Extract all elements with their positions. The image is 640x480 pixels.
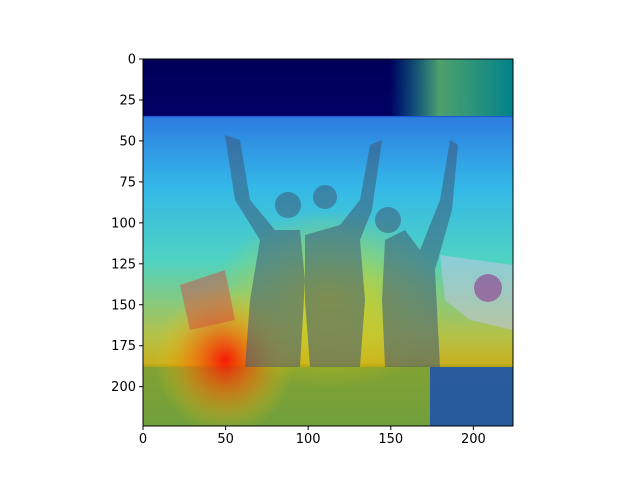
- x-tick-label: 100: [296, 432, 321, 447]
- y-tick-label: 0: [128, 53, 136, 68]
- y-tick-label: 150: [111, 298, 136, 313]
- y-tick-label: 125: [111, 257, 136, 272]
- x-tick-label: 200: [461, 432, 486, 447]
- x-tick-label: 50: [217, 432, 234, 447]
- y-tick-label: 100: [111, 216, 136, 231]
- heatmap-image: [143, 59, 513, 426]
- y-tick-label: 50: [119, 134, 136, 149]
- y-tick-label: 175: [111, 339, 136, 354]
- y-tick-label: 200: [111, 380, 136, 395]
- x-tick-label: 0: [139, 432, 147, 447]
- y-tick-label: 25: [119, 93, 136, 108]
- x-axis: 0 50 100 150 200: [139, 426, 486, 447]
- plot-frame: [142, 58, 514, 427]
- y-tick-label: 75: [119, 175, 136, 190]
- y-axis: 0 25 50 75 100 125 150 175 200: [111, 53, 143, 395]
- x-tick-label: 150: [378, 432, 403, 447]
